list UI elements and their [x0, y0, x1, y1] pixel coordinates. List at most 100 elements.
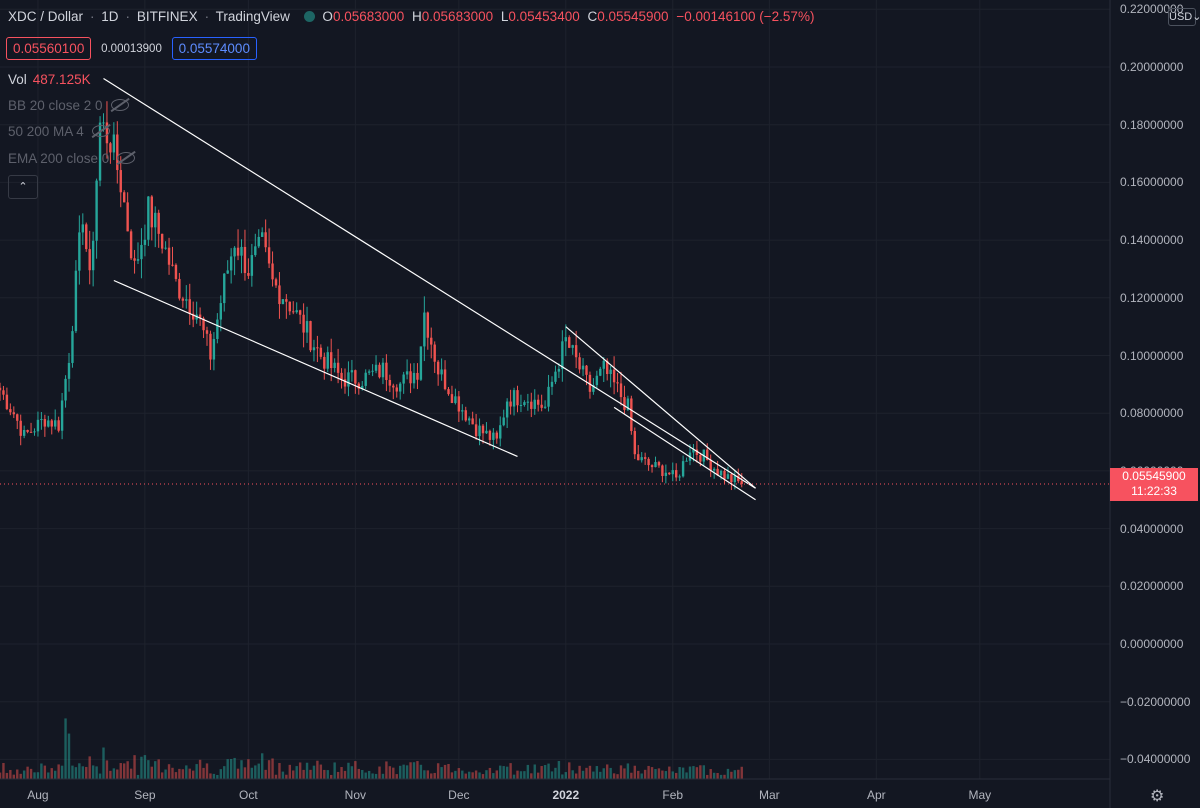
volume-bar: [261, 753, 264, 779]
candle-body: [133, 258, 136, 261]
hidden-eye-icon[interactable]: [110, 99, 129, 111]
currency-selector[interactable]: USD⌄: [1168, 8, 1200, 26]
volume-bar: [340, 767, 343, 779]
volume-bar: [492, 773, 495, 779]
volume-bar: [640, 773, 643, 779]
bb-indicator[interactable]: BB 20 close 2 0: [8, 98, 129, 113]
gear-icon[interactable]: ⚙: [1150, 788, 1165, 805]
market-status-icon[interactable]: [303, 11, 315, 22]
volume-bar: [519, 771, 523, 779]
candle-body: [609, 369, 612, 375]
volume-bar: [19, 773, 22, 779]
candle-body: [350, 370, 354, 373]
chevron-up-icon[interactable]: ⌃: [8, 175, 38, 199]
candle-body: [281, 299, 285, 305]
candle-body: [606, 360, 609, 375]
volume-bar: [430, 773, 433, 779]
candle-body: [316, 347, 319, 349]
volume-bar: [571, 770, 574, 779]
volume-bar: [60, 765, 64, 779]
candle-body: [247, 272, 250, 276]
volume-indicator[interactable]: Vol 487.125K: [8, 72, 91, 87]
volume-bar: [0, 772, 2, 779]
volume-bar: [154, 761, 157, 779]
volume-bar: [371, 773, 374, 779]
candle-body: [533, 399, 536, 409]
candle-body: [478, 425, 481, 437]
candle-body: [367, 371, 371, 373]
candle-body: [150, 196, 153, 228]
volume-bar: [695, 767, 699, 779]
candle-body: [81, 224, 84, 233]
volume-bar: [557, 761, 561, 779]
candle-body: [116, 134, 119, 171]
volume-bar: [185, 765, 188, 779]
bid-price[interactable]: 0.05560100: [6, 37, 92, 60]
volume-bar: [178, 768, 181, 779]
candle-body: [347, 372, 350, 387]
volume-bar: [678, 767, 681, 779]
candle-body: [633, 431, 636, 455]
volume-bar: [664, 771, 668, 779]
quote-row: 0.05560100 0.00013900 0.05574000: [6, 37, 257, 60]
candle-body: [16, 414, 19, 421]
volume-bar: [450, 772, 454, 779]
volume-bar: [364, 772, 367, 779]
volume-bar: [347, 762, 350, 779]
ema-indicator[interactable]: EMA 200 close 0: [8, 151, 136, 166]
volume-bar: [381, 773, 385, 779]
volume-bar: [468, 771, 471, 779]
volume-bar: [12, 774, 15, 779]
candle-body: [664, 472, 668, 476]
volume-bar: [85, 766, 88, 779]
candle-body: [240, 246, 243, 256]
candle-body: [464, 410, 467, 421]
hidden-eye-icon[interactable]: [117, 152, 136, 164]
candle-body: [212, 338, 216, 360]
candle-body: [29, 431, 33, 433]
ask-price[interactable]: 0.05574000: [171, 37, 257, 60]
candle-body: [202, 318, 205, 331]
high-value: 0.05683000: [421, 9, 494, 24]
candle-body: [492, 432, 495, 440]
candle-body: [361, 385, 364, 389]
candle-body: [198, 314, 202, 319]
candle-body: [443, 369, 447, 390]
candle-body: [171, 264, 174, 266]
candle-body: [302, 314, 305, 333]
volume-bar: [454, 770, 457, 779]
candle-body: [12, 412, 15, 415]
symbol-name[interactable]: XDC / Dollar: [8, 9, 84, 24]
volume-bar: [333, 762, 336, 779]
volume-bar: [212, 773, 216, 779]
candle-body: [143, 239, 147, 245]
chevron-down-icon: ⌄: [1192, 11, 1200, 23]
volume-bar: [136, 774, 140, 779]
candle-body: [405, 371, 409, 375]
interval[interactable]: 1D: [101, 9, 119, 24]
volume-bar: [550, 771, 554, 779]
volume-bar: [140, 756, 143, 779]
volume-bar: [278, 763, 281, 779]
candle-body: [523, 402, 526, 406]
candle-body: [588, 374, 592, 392]
y-tick-label: 0.16000000: [1120, 175, 1184, 190]
candle-body: [91, 240, 95, 271]
candle-body: [733, 475, 737, 483]
candle-body: [512, 390, 516, 407]
volume-bar: [668, 766, 671, 779]
volume-bar: [54, 770, 57, 779]
candle-body: [102, 122, 105, 124]
volume-bar: [436, 763, 440, 779]
candle-body: [109, 143, 112, 153]
volume-bar: [509, 763, 512, 779]
ma-label: 50 200 MA 4: [8, 124, 84, 139]
volume-bar: [143, 755, 147, 779]
ma-indicator[interactable]: 50 200 MA 4: [8, 124, 110, 139]
candle-body: [737, 475, 740, 482]
volume-bar: [537, 772, 540, 779]
hidden-eye-icon[interactable]: [91, 125, 110, 137]
candle-body: [564, 337, 567, 342]
candle-body: [423, 312, 426, 347]
